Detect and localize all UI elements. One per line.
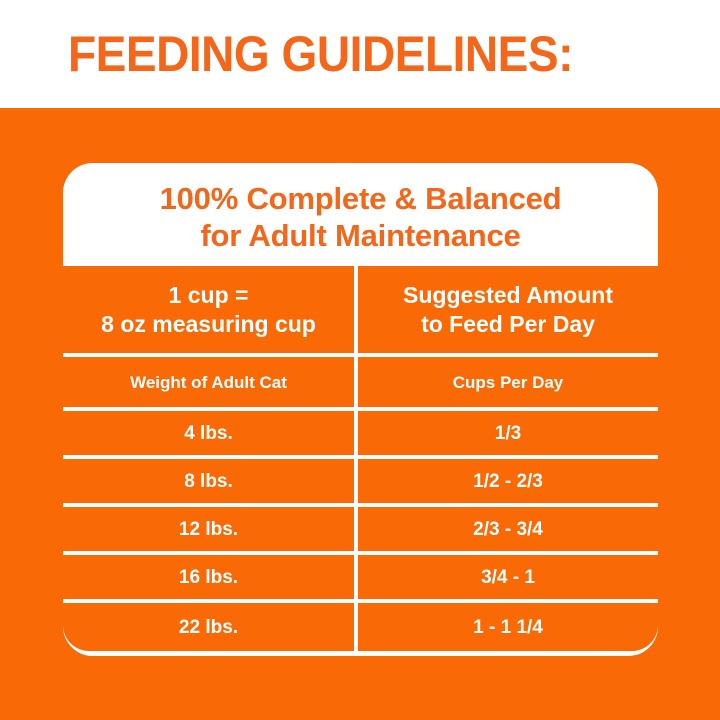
cell-weight: 4 lbs. [63,411,354,455]
card-heading-line-2: for Adult Maintenance [200,217,521,253]
column-header-weight-label: Weight of Adult Cat [130,372,287,392]
cell-cups-value: 1/2 - 2/3 [473,470,543,492]
cell-cups: 1/3 [358,411,658,455]
measuring-cup-note-line-1: 1 cup = [168,281,249,308]
column-header-weight: Weight of Adult Cat [63,357,354,407]
feeding-table: 1 cup = 8 oz measuring cup Suggested Amo… [63,266,658,656]
cell-weight-value: 22 lbs. [178,616,239,638]
cell-weight: 8 lbs. [63,459,354,503]
column-divider [354,357,358,407]
page-header-banner: FEEDING GUIDELINES: [0,0,720,108]
cell-cups-value: 2/3 - 3/4 [473,518,543,540]
row-divider [63,353,658,357]
table-header-row: Weight of Adult Cat Cups Per Day [63,357,658,407]
row-divider [63,551,658,555]
column-divider [354,411,358,455]
cell-cups-value: 3/4 - 1 [481,566,535,588]
suggested-amount-cell: Suggested Amount to Feed Per Day [358,266,658,353]
column-divider [354,555,358,599]
cell-weight: 16 lbs. [63,555,354,599]
cell-weight-value: 16 lbs. [178,566,239,588]
table-subheader-row: 1 cup = 8 oz measuring cup Suggested Amo… [63,266,658,353]
card-bottom-edge [63,651,658,655]
suggested-amount-line-1: Suggested Amount [403,281,613,308]
cell-cups: 1 - 1 1/4 [358,603,658,651]
cell-weight-value: 4 lbs. [184,422,233,444]
table-row: 12 lbs. 2/3 - 3/4 [63,507,658,551]
row-divider [63,503,658,507]
row-divider [63,455,658,459]
column-divider [354,603,358,651]
cell-cups: 1/2 - 2/3 [358,459,658,503]
column-header-cups-label: Cups Per Day [452,372,564,392]
cell-weight-value: 12 lbs. [178,518,239,540]
cell-cups-value: 1 - 1 1/4 [473,616,543,638]
table-row: 16 lbs. 3/4 - 1 [63,555,658,599]
cell-cups: 3/4 - 1 [358,555,658,599]
cell-weight: 12 lbs. [63,507,354,551]
cell-weight-value: 8 lbs. [184,470,233,492]
card-heading: 100% Complete & Balanced for Adult Maint… [63,163,658,266]
suggested-amount-line-2: to Feed Per Day [421,310,595,337]
cell-cups: 2/3 - 3/4 [358,507,658,551]
measuring-cup-note-cell: 1 cup = 8 oz measuring cup [63,266,354,353]
cell-weight: 22 lbs. [63,603,354,651]
card-heading-line-1: 100% Complete & Balanced [159,180,562,216]
column-divider [354,507,358,551]
page-title: FEEDING GUIDELINES: [68,26,573,82]
table-row: 8 lbs. 1/2 - 2/3 [63,459,658,503]
table-row: 4 lbs. 1/3 [63,411,658,455]
measuring-cup-note-line-2: 8 oz measuring cup [101,310,316,337]
column-divider [354,266,358,353]
row-divider [63,407,658,411]
row-divider [63,599,658,603]
column-divider [354,459,358,503]
column-header-cups: Cups Per Day [358,357,658,407]
feeding-guidelines-card: 100% Complete & Balanced for Adult Maint… [63,163,658,656]
cell-cups-value: 1/3 [494,422,522,444]
table-row: 22 lbs. 1 - 1 1/4 [63,603,658,651]
